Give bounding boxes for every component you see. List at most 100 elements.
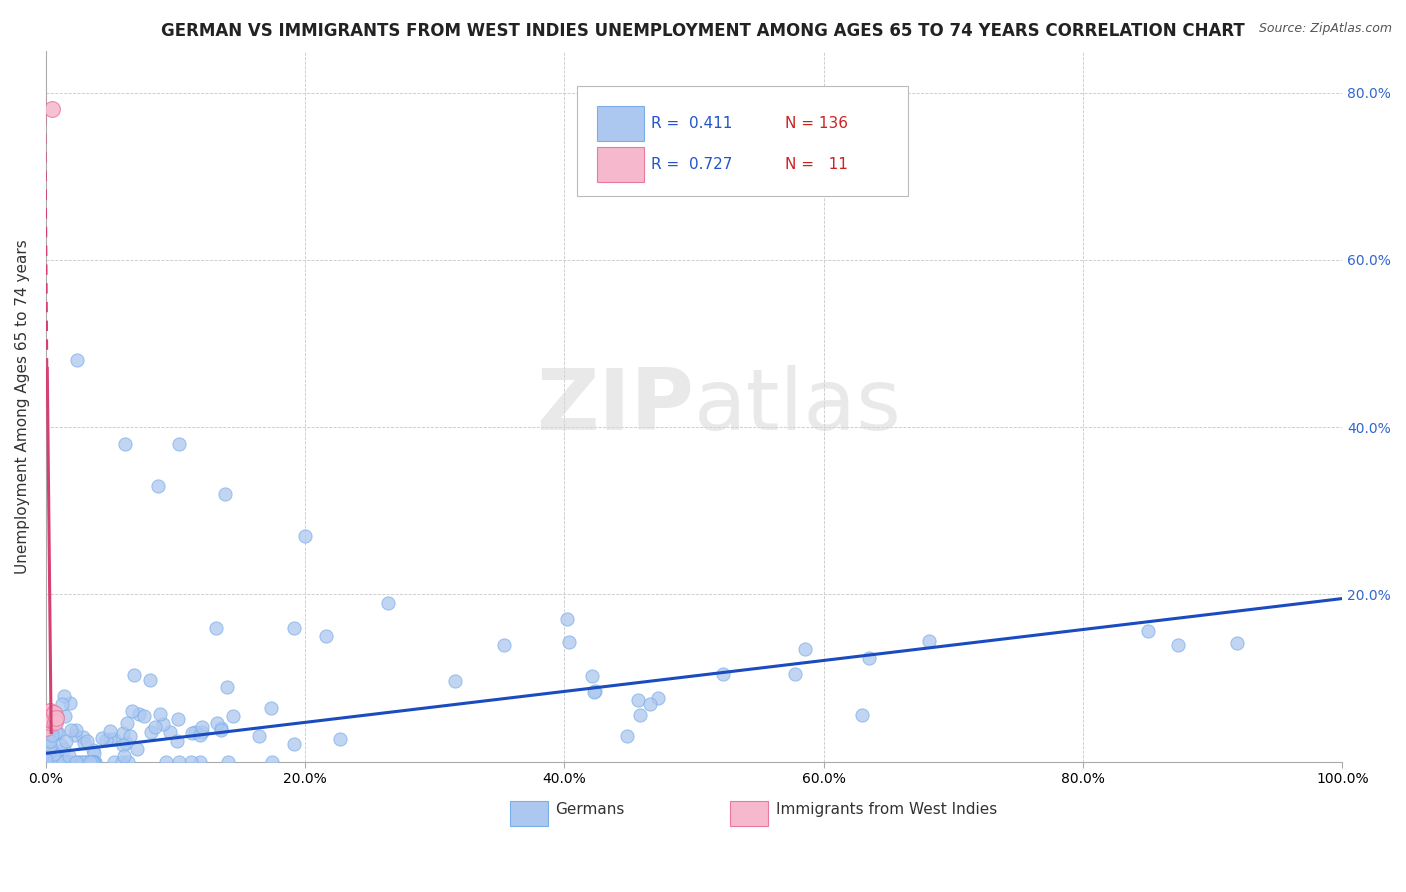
Point (73, 736, 96, 750)
Point (45, 755, 67, 769)
Point (66, 353, 89, 368)
Text: GERMAN VS IMMIGRANTS FROM WEST INDIES UNEMPLOYMENT AMONG AGES 65 TO 74 YEARS COR: GERMAN VS IMMIGRANTS FROM WEST INDIES UN… (162, 22, 1244, 40)
Point (52, 742, 75, 756)
Point (191, 720, 214, 734)
Point (45, 725, 67, 739)
Point (294, 529, 316, 543)
Point (39, 716, 62, 731)
Point (112, 726, 135, 740)
Point (152, 717, 174, 731)
Point (46, 755, 69, 769)
Point (38, 744, 60, 758)
Point (45, 753, 67, 767)
Point (76, 734, 98, 748)
Text: ZIP: ZIP (536, 365, 695, 448)
Point (76, 755, 98, 769)
Point (41, 728, 63, 742)
Point (628, 708, 651, 723)
Point (616, 730, 638, 744)
Point (188, 755, 211, 769)
Point (329, 731, 352, 746)
Point (37, 722, 59, 736)
Point (41, 713, 63, 727)
Point (44, 714, 66, 729)
Point (115, 715, 138, 730)
Point (91, 731, 114, 746)
Point (44, 746, 66, 760)
Point (35, 753, 58, 767)
Point (191, 724, 214, 739)
Point (647, 691, 669, 706)
Point (39, 733, 62, 747)
Point (42, 706, 65, 720)
Point (118, 729, 141, 743)
Point (103, 732, 125, 747)
Point (557, 612, 579, 626)
Point (167, 712, 190, 726)
Point (52, 690, 75, 704)
Point (39, 708, 62, 723)
Point (217, 680, 239, 694)
Text: Immigrants from West Indies: Immigrants from West Indies (776, 802, 997, 817)
Point (492, 638, 515, 652)
FancyBboxPatch shape (578, 87, 908, 196)
Point (80, 755, 103, 769)
Point (444, 674, 467, 689)
Point (55, 733, 77, 747)
Point (283, 738, 305, 752)
Point (94, 733, 117, 747)
Point (143, 720, 166, 734)
Point (207, 715, 229, 730)
Point (37, 707, 59, 722)
Point (46, 726, 69, 740)
Point (112, 748, 135, 763)
Point (98, 731, 121, 746)
Point (58, 749, 80, 764)
Point (181, 726, 204, 740)
Point (42, 747, 65, 762)
Point (1136, 624, 1159, 639)
Point (60, 723, 83, 737)
Point (204, 621, 226, 635)
Point (149, 706, 172, 721)
Text: N =   11: N = 11 (785, 157, 848, 172)
Point (37, 708, 59, 723)
Point (794, 641, 817, 656)
Point (41, 102, 63, 116)
Point (247, 729, 270, 743)
Point (38, 713, 60, 727)
Point (180, 755, 202, 769)
Point (53, 709, 76, 723)
Point (117, 755, 139, 769)
FancyBboxPatch shape (730, 802, 768, 826)
Point (84, 755, 107, 769)
Point (39, 741, 62, 756)
Point (121, 704, 143, 718)
Point (209, 723, 232, 737)
Point (38, 725, 60, 739)
FancyBboxPatch shape (598, 146, 644, 181)
Point (52, 755, 75, 769)
Point (558, 635, 581, 649)
Point (70, 755, 93, 769)
Point (851, 707, 873, 722)
Point (51, 739, 73, 753)
Point (1167, 639, 1189, 653)
Text: Germans: Germans (555, 802, 624, 817)
Point (132, 709, 155, 723)
Point (46, 708, 69, 723)
Point (37, 733, 59, 747)
Point (167, 437, 190, 451)
Point (53, 755, 76, 769)
Point (38, 715, 60, 730)
Point (155, 755, 177, 769)
Point (638, 697, 661, 711)
Y-axis label: Unemployment Among Ages 65 to 74 years: Unemployment Among Ages 65 to 74 years (15, 239, 30, 574)
Point (128, 707, 150, 722)
Point (283, 621, 305, 635)
Point (72, 731, 94, 745)
Point (114, 437, 136, 451)
Point (82, 743, 104, 757)
Point (66, 755, 89, 769)
Point (858, 650, 880, 665)
